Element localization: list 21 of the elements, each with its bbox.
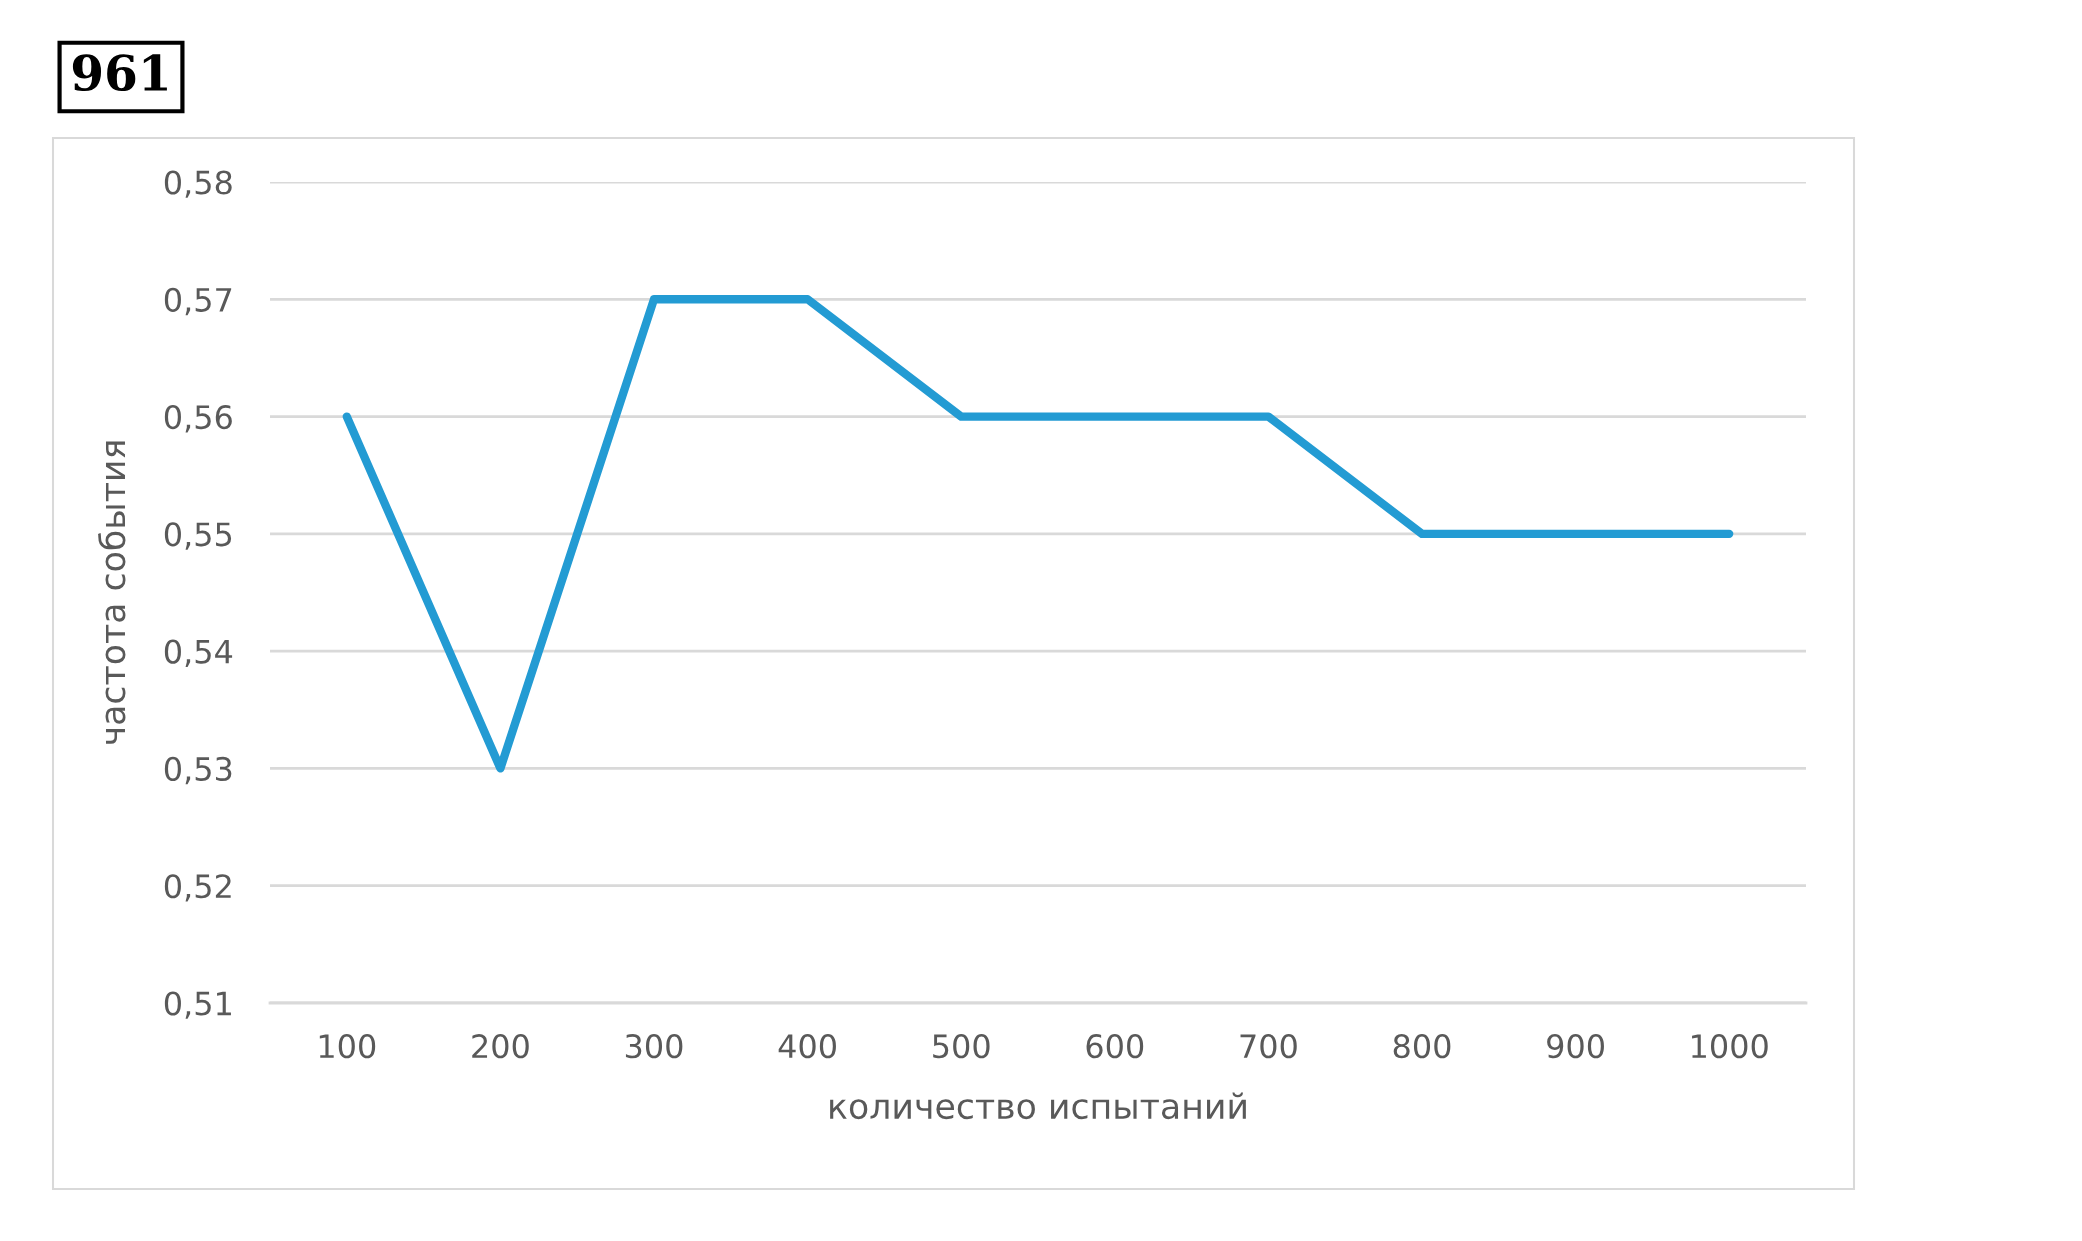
y-tick-label: 0,56 (164, 405, 232, 433)
x-tick-label: 300 (625, 1034, 683, 1059)
x-tick-label: 400 (778, 1034, 836, 1059)
y-tick-label: 0,51 (164, 991, 231, 1019)
y-axis-title: частота события (98, 441, 126, 744)
x-tick-label: 200 (472, 1034, 529, 1059)
y-tick-label: 0,54 (164, 639, 233, 667)
x-axis-title: количество испытаний (830, 1092, 1246, 1120)
x-tick-label: 600 (1086, 1034, 1144, 1059)
x-tick-label: 100 (319, 1034, 376, 1059)
y-tick-label: 0,57 (164, 287, 232, 316)
y-tick-label: 0,53 (164, 756, 232, 785)
x-tick-label: 500 (933, 1034, 990, 1059)
x-tick-label: 800 (1393, 1034, 1451, 1059)
x-tick-label: 700 (1240, 1034, 1297, 1059)
x-tick-label: 900 (1547, 1034, 1604, 1059)
y-tick-label: 0,55 (164, 522, 232, 550)
y-tick-label: 0,58 (164, 170, 232, 198)
y-tick-label: 0,52 (164, 874, 231, 902)
chart-title: 961 (72, 54, 167, 92)
x-tick-label: 1000 (1692, 1034, 1768, 1059)
